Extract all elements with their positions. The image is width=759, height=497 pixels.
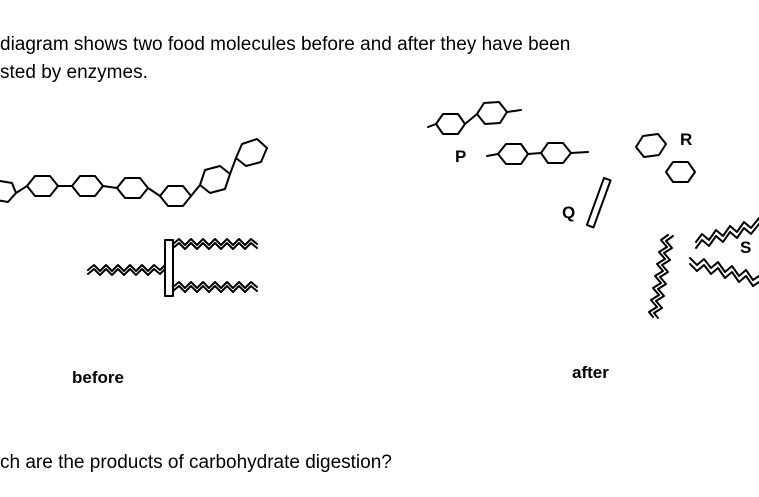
label-q: Q — [562, 203, 576, 222]
label-r: R — [680, 130, 693, 149]
fatty-acid-vertical — [653, 235, 674, 319]
starch-ring-6 — [199, 165, 231, 194]
fatty-acids-s — [648, 217, 759, 319]
starch-chain — [0, 138, 268, 207]
maltose-p — [486, 142, 589, 165]
starch-ring-1 — [0, 180, 17, 203]
glycerol-q — [585, 177, 612, 229]
maltose-top — [427, 101, 522, 135]
starch-ring-4 — [116, 177, 149, 199]
starch-ring-7 — [235, 138, 268, 167]
caption-after: after — [572, 363, 609, 382]
starch-ring-2 — [26, 175, 59, 197]
intro-line-2: sted by enzymes. — [0, 62, 148, 83]
caption-before: before — [72, 368, 124, 387]
fatty-acid-left — [87, 264, 166, 272]
fat-molecule — [87, 238, 258, 297]
fatty-acid-upper — [695, 217, 759, 243]
fatty-acid-bottom — [172, 281, 258, 289]
glucose-r — [635, 133, 696, 183]
label-p: P — [455, 147, 467, 166]
glycerol-bar — [164, 239, 174, 297]
fatty-acid-top — [172, 238, 258, 246]
starch-ring-3 — [71, 175, 104, 197]
label-s: S — [740, 238, 752, 257]
fatty-acid-lower — [689, 257, 759, 281]
intro-line-1: diagram shows two food molecules before … — [0, 34, 571, 55]
starch-ring-5 — [159, 185, 192, 207]
question-text: ch are the products of carbohydrate dige… — [0, 452, 392, 473]
